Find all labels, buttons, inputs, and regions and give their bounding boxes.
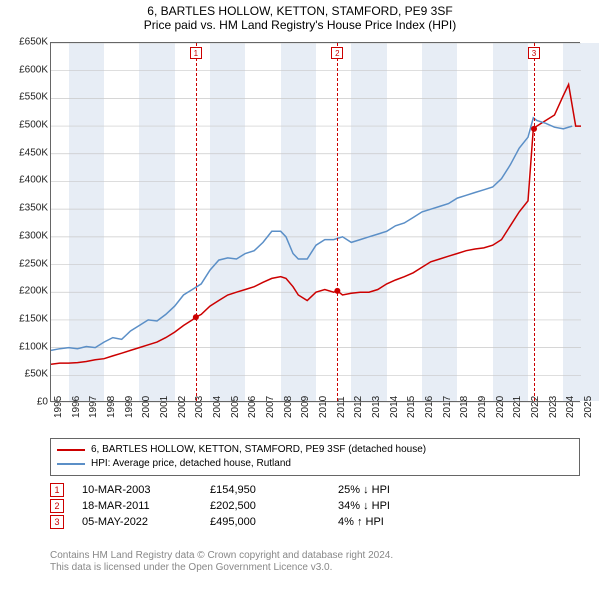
chart-plot-area: 1 2 3: [50, 42, 580, 402]
sale-pct-1: 25% ↓ HPI: [338, 484, 448, 496]
y-tick-label: £450K: [19, 147, 48, 158]
footer-line-1: Contains HM Land Registry data © Crown c…: [50, 550, 393, 562]
sale-price-1: £154,950: [210, 484, 330, 496]
chart-title: 6, BARTLES HOLLOW, KETTON, STAMFORD, PE9…: [0, 4, 600, 18]
y-tick-label: £650K: [19, 37, 48, 48]
sale-marker-1: 1: [190, 47, 202, 59]
chart-header: 6, BARTLES HOLLOW, KETTON, STAMFORD, PE9…: [0, 0, 600, 34]
y-tick-label: £50K: [25, 369, 48, 380]
y-tick-label: £400K: [19, 175, 48, 186]
sale-date-1: 10-MAR-2003: [72, 484, 202, 496]
legend: 6, BARTLES HOLLOW, KETTON, STAMFORD, PE9…: [50, 438, 580, 476]
sale-pct-2: 34% ↓ HPI: [338, 500, 448, 512]
y-tick-label: £600K: [19, 64, 48, 75]
sale-badge-1: 1: [50, 483, 64, 497]
sale-marker-3: 3: [528, 47, 540, 59]
x-tick-label: 2025: [583, 396, 594, 418]
sale-row-3: 3 05-MAY-2022 £495,000 4% ↑ HPI: [50, 514, 580, 530]
y-tick-label: £100K: [19, 341, 48, 352]
sale-row-2: 2 18-MAR-2011 £202,500 34% ↓ HPI: [50, 498, 580, 514]
y-tick-label: £250K: [19, 258, 48, 269]
y-tick-label: £500K: [19, 120, 48, 131]
sales-table: 1 10-MAR-2003 £154,950 25% ↓ HPI 2 18-MA…: [50, 482, 580, 530]
y-tick-label: £200K: [19, 286, 48, 297]
sale-row-1: 1 10-MAR-2003 £154,950 25% ↓ HPI: [50, 482, 580, 498]
y-tick-label: £300K: [19, 230, 48, 241]
chart-subtitle: Price paid vs. HM Land Registry's House …: [0, 18, 600, 32]
series-hpi: [51, 118, 572, 351]
sale-price-2: £202,500: [210, 500, 330, 512]
sale-date-2: 18-MAR-2011: [72, 500, 202, 512]
legend-item-property: 6, BARTLES HOLLOW, KETTON, STAMFORD, PE9…: [57, 443, 573, 457]
footer-line-2: This data is licensed under the Open Gov…: [50, 562, 393, 574]
y-tick-label: £150K: [19, 313, 48, 324]
y-tick-label: £350K: [19, 203, 48, 214]
legend-label-property: 6, BARTLES HOLLOW, KETTON, STAMFORD, PE9…: [91, 443, 426, 457]
sale-date-3: 05-MAY-2022: [72, 516, 202, 528]
series-property: [51, 85, 581, 365]
legend-swatch-hpi: [57, 463, 85, 465]
sale-price-3: £495,000: [210, 516, 330, 528]
sale-badge-3: 3: [50, 515, 64, 529]
y-tick-label: £0: [37, 397, 48, 408]
legend-label-hpi: HPI: Average price, detached house, Rutl…: [91, 457, 291, 471]
legend-swatch-property: [57, 449, 85, 451]
y-tick-label: £550K: [19, 92, 48, 103]
sale-marker-2: 2: [331, 47, 343, 59]
footer-attribution: Contains HM Land Registry data © Crown c…: [50, 550, 393, 574]
sale-badge-2: 2: [50, 499, 64, 513]
sale-pct-3: 4% ↑ HPI: [338, 516, 448, 528]
legend-item-hpi: HPI: Average price, detached house, Rutl…: [57, 457, 573, 471]
